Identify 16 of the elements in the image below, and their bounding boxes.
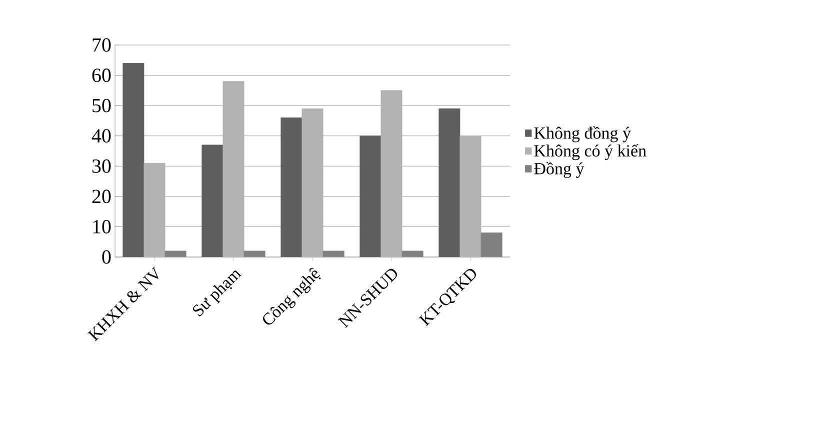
bar	[360, 136, 382, 257]
legend-label: Không đồng ý	[534, 126, 631, 142]
y-tick-label: 70	[92, 38, 111, 52]
y-tick-label: 60	[92, 68, 111, 82]
bar	[202, 144, 224, 257]
y-tick-label: 0	[102, 250, 111, 264]
bar	[280, 117, 302, 257]
y-tick-label: 40	[92, 129, 111, 143]
y-tick-label: 10	[93, 220, 111, 234]
y-tick-label: 30	[92, 159, 111, 173]
y-tick-label: 20	[92, 190, 111, 204]
bar	[438, 108, 460, 257]
legend-label: Đồng ý	[534, 162, 584, 178]
legend-label: Không có ý kiến	[534, 144, 646, 160]
y-tick-label: 50	[92, 98, 111, 112]
bar	[122, 62, 144, 257]
